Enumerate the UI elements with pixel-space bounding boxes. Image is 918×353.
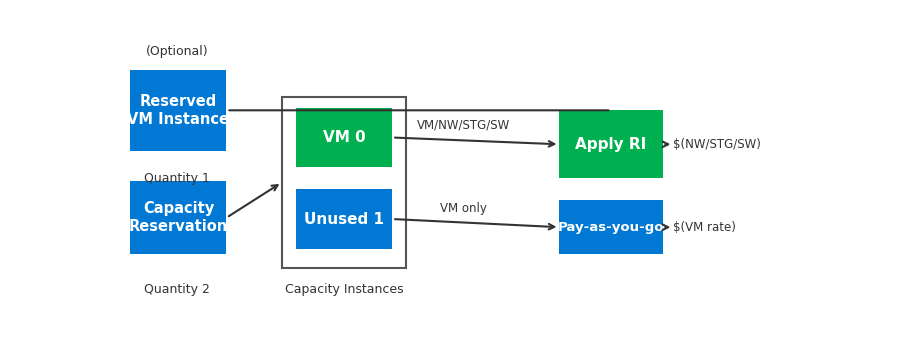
- Text: Capacity Instances: Capacity Instances: [285, 283, 403, 296]
- Text: (Optional): (Optional): [146, 46, 208, 58]
- Text: VM only: VM only: [440, 202, 487, 215]
- Text: Unused 1: Unused 1: [304, 211, 385, 227]
- Text: Quantity 1: Quantity 1: [144, 172, 210, 185]
- Text: Pay-as-you-go: Pay-as-you-go: [558, 221, 665, 234]
- FancyBboxPatch shape: [130, 70, 227, 151]
- Text: VM/NW/STG/SW: VM/NW/STG/SW: [417, 119, 510, 132]
- FancyBboxPatch shape: [297, 108, 392, 167]
- Text: Quantity 2: Quantity 2: [144, 283, 210, 296]
- FancyBboxPatch shape: [130, 181, 227, 255]
- Text: $(NW/STG/SW): $(NW/STG/SW): [673, 138, 761, 151]
- FancyBboxPatch shape: [282, 97, 407, 268]
- Text: Capacity
Reservation: Capacity Reservation: [129, 202, 228, 234]
- Text: VM 0: VM 0: [323, 130, 365, 145]
- FancyBboxPatch shape: [559, 110, 663, 178]
- FancyBboxPatch shape: [559, 200, 663, 255]
- FancyBboxPatch shape: [297, 189, 392, 249]
- Text: $(VM rate): $(VM rate): [673, 221, 736, 234]
- Text: Apply RI: Apply RI: [576, 137, 646, 152]
- Text: Reserved
VM Instance: Reserved VM Instance: [128, 94, 230, 126]
